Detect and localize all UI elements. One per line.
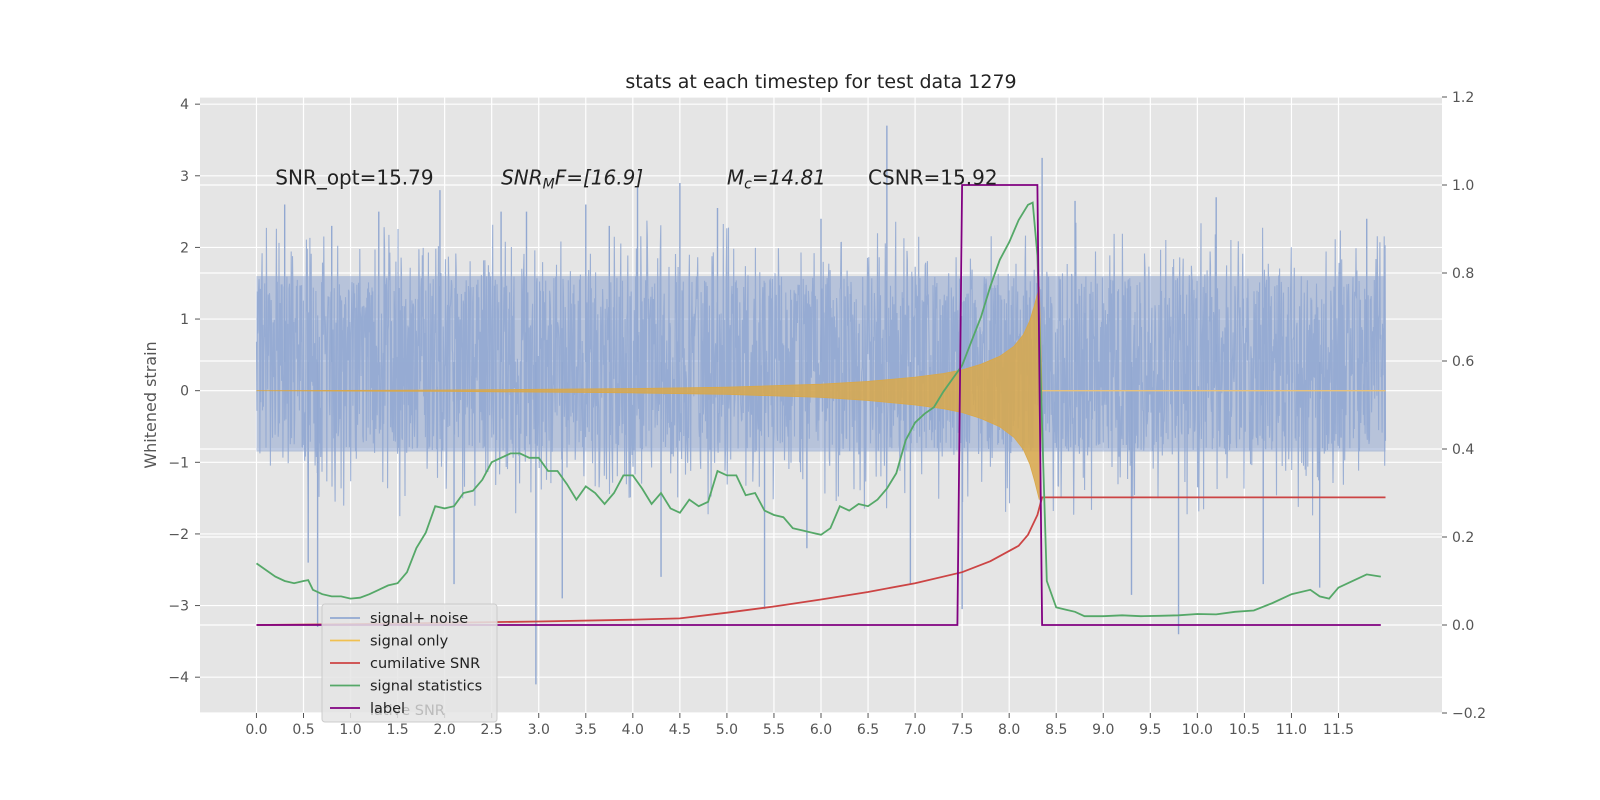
- x-tick-label: 9.0: [1092, 722, 1114, 738]
- y2-tick-label: 0.4: [1452, 442, 1474, 458]
- y2-tick-label: 1.2: [1452, 90, 1474, 106]
- x-tick-label: 0.0: [245, 722, 267, 738]
- legend-label: signal only: [370, 634, 449, 650]
- x-tick-label: 6.0: [810, 722, 832, 738]
- y2-tick-label: 0.2: [1452, 530, 1474, 546]
- csnr-annotation: CSNR=15.92: [868, 165, 998, 189]
- x-tick-label: 4.0: [622, 722, 644, 738]
- y2-tick-label: 0.8: [1452, 266, 1474, 282]
- x-tick-label: 5.0: [716, 722, 738, 738]
- x-tick-label: 9.5: [1139, 722, 1161, 738]
- y2-tick-label: 0.0: [1452, 618, 1474, 634]
- x-tick-label: 11.0: [1276, 722, 1307, 738]
- legend-label: cumilative SNR: [370, 656, 480, 672]
- y-tick-label: −1: [168, 455, 189, 471]
- y2-tick-label: −0.2: [1452, 706, 1486, 722]
- line-series: [255, 184, 1386, 626]
- signal-noise-series: [255, 125, 1387, 685]
- x-tick-label: 2.0: [434, 722, 456, 738]
- y2-tick-label: 0.6: [1452, 354, 1474, 370]
- y-tick-label: −2: [168, 527, 189, 543]
- x-tick-label: 11.5: [1323, 722, 1354, 738]
- x-tick-label: 2.5: [481, 722, 503, 738]
- legend-label: label: [370, 701, 405, 717]
- legend-box: [321, 603, 498, 723]
- x-tick-label: 8.0: [998, 722, 1020, 738]
- legend-label: signal statistics: [370, 679, 482, 695]
- x-tick-label: 10.5: [1229, 722, 1260, 738]
- legend-ghost-text: lative SNR: [370, 703, 445, 719]
- x-tick-label: 8.5: [1045, 722, 1067, 738]
- x-tick-label: 6.5: [857, 722, 879, 738]
- snr-mf-annotation: SNRMF=[16.9]: [501, 165, 643, 192]
- axis-ticks: 0.0 0.5 1.0 1.5 2.0 2.5 3.0 3.5 4.0 4.5 5.0 5.5 6.0 6…: [168, 90, 1486, 738]
- signal-only-envelope: [256, 286, 1043, 500]
- y-tick-label: −3: [168, 599, 189, 615]
- signal-only-series: [256, 286, 1386, 500]
- x-tick-label: 3.0: [528, 722, 550, 738]
- x-tick-label: 5.5: [763, 722, 785, 738]
- mc-annotation: Mc=14.81: [727, 165, 826, 192]
- x-tick-label: 1.0: [339, 722, 361, 738]
- x-tick-label: 10.0: [1182, 722, 1213, 738]
- chart-title: stats at each timestep for test data 127…: [625, 71, 1016, 93]
- y-tick-label: 4: [180, 97, 189, 113]
- annotations: SNR_opt=15.79 SNRMF=[16.9] Mc=14.81 CSNR=15…: [275, 165, 997, 192]
- y2-tick-label: 1.0: [1452, 178, 1474, 194]
- y-axis-label: Whitened strain: [141, 341, 160, 468]
- legend: lative SNR signal+ noise signal only cumila…: [321, 603, 498, 723]
- x-tick-label: 4.5: [669, 722, 691, 738]
- x-tick-label: 7.0: [904, 722, 926, 738]
- x-tick-label: 1.5: [386, 722, 408, 738]
- x-tick-label: 7.5: [951, 722, 973, 738]
- x-tick-label: 3.5: [575, 722, 597, 738]
- y-tick-label: −4: [168, 670, 189, 686]
- label-line: [256, 184, 1381, 626]
- y-tick-label: 1: [180, 312, 189, 328]
- y-tick-label: 0: [180, 384, 189, 400]
- y-tick-label: 2: [180, 240, 189, 256]
- snr-opt-annotation: SNR_opt=15.79: [275, 165, 433, 189]
- x-tick-label: 0.5: [292, 722, 314, 738]
- signal-statistics-line: [255, 201, 1381, 618]
- cumilative-snr-line: [256, 496, 1386, 626]
- y-tick-label: 3: [180, 169, 189, 185]
- legend-label: signal+ noise: [370, 611, 468, 627]
